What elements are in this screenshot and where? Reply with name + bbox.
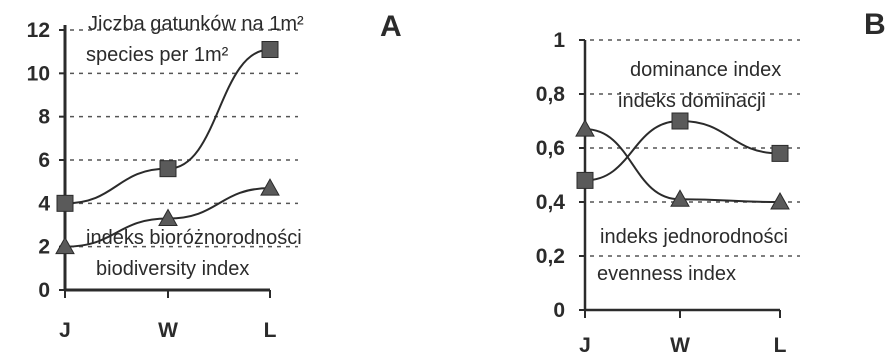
y-tick-label-b: 1 <box>553 29 565 52</box>
data-point-a1 <box>56 194 74 212</box>
y-tick-label-b: 0,8 <box>536 83 566 106</box>
x-tick-label-b: L <box>774 334 787 356</box>
data-point-a1 <box>159 160 177 178</box>
series-b2-name: indeks jednorodności <box>600 226 788 248</box>
y-tick-label-b: 0,4 <box>536 191 566 214</box>
x-tick-label-a: W <box>158 319 178 342</box>
data-point-a2 <box>260 178 280 196</box>
series-line-b1 <box>584 119 781 182</box>
panel-b: 0 0,2 0,4 0,6 0,8 1 J W L B dominance index ind… <box>536 8 886 356</box>
data-point-a2 <box>55 236 75 255</box>
y-tick-label-a: 8 <box>38 106 50 129</box>
series-a1-name: Jiczba gatunków na 1m² <box>88 13 304 35</box>
grid-a <box>70 29 298 248</box>
panel-label-b: B <box>864 8 886 41</box>
series-a2-name-en: biodiversity index <box>96 258 249 280</box>
y-tick-label-a: 6 <box>38 149 50 172</box>
series-a2-name: indeks bioróżnorodności <box>86 227 302 249</box>
series-line-b2 <box>584 128 781 203</box>
panel-a: 0 2 4 6 8 10 12 J W L A Jiczba gatunków na 1m² s… <box>27 10 402 342</box>
data-point-a2 <box>158 208 178 226</box>
y-tick-label-b: 0 <box>553 299 565 322</box>
x-tick-label-b: W <box>670 334 690 356</box>
x-tick-label-a: J <box>59 319 71 342</box>
data-point-b1 <box>671 112 689 130</box>
series-line-a1 <box>64 48 271 205</box>
y-tick-label-a: 12 <box>27 19 50 42</box>
data-point-b2 <box>770 191 790 210</box>
x-tick-label-b: J <box>579 334 591 356</box>
series-b1-name: dominance index <box>630 59 781 81</box>
y-tick-label-a: 0 <box>38 279 50 302</box>
data-point-a1 <box>261 41 279 58</box>
series-a <box>55 41 280 255</box>
y-tick-label-a: 2 <box>38 236 50 259</box>
y-tick-label-a: 10 <box>27 62 50 85</box>
data-point-b2 <box>670 189 690 207</box>
y-tick-label-b: 0,6 <box>536 137 565 160</box>
x-tick-label-a: L <box>264 319 277 342</box>
series-b <box>575 112 790 210</box>
data-point-b1 <box>771 144 789 162</box>
panel-label-a: A <box>380 10 402 43</box>
series-b1-name-pl: indeks dominacji <box>618 90 766 112</box>
y-ticks-a: 0 2 4 6 8 10 12 <box>27 19 65 302</box>
data-point-b1 <box>576 171 594 189</box>
data-point-b2 <box>575 119 595 137</box>
y-ticks-b: 0 0,2 0,4 0,6 0,8 1 <box>536 29 585 322</box>
y-tick-label-b: 0,2 <box>536 245 565 268</box>
y-tick-label-a: 4 <box>38 192 50 215</box>
series-a1-name-en: species per 1m² <box>86 44 229 66</box>
series-b2-name-en: evenness index <box>597 263 736 285</box>
